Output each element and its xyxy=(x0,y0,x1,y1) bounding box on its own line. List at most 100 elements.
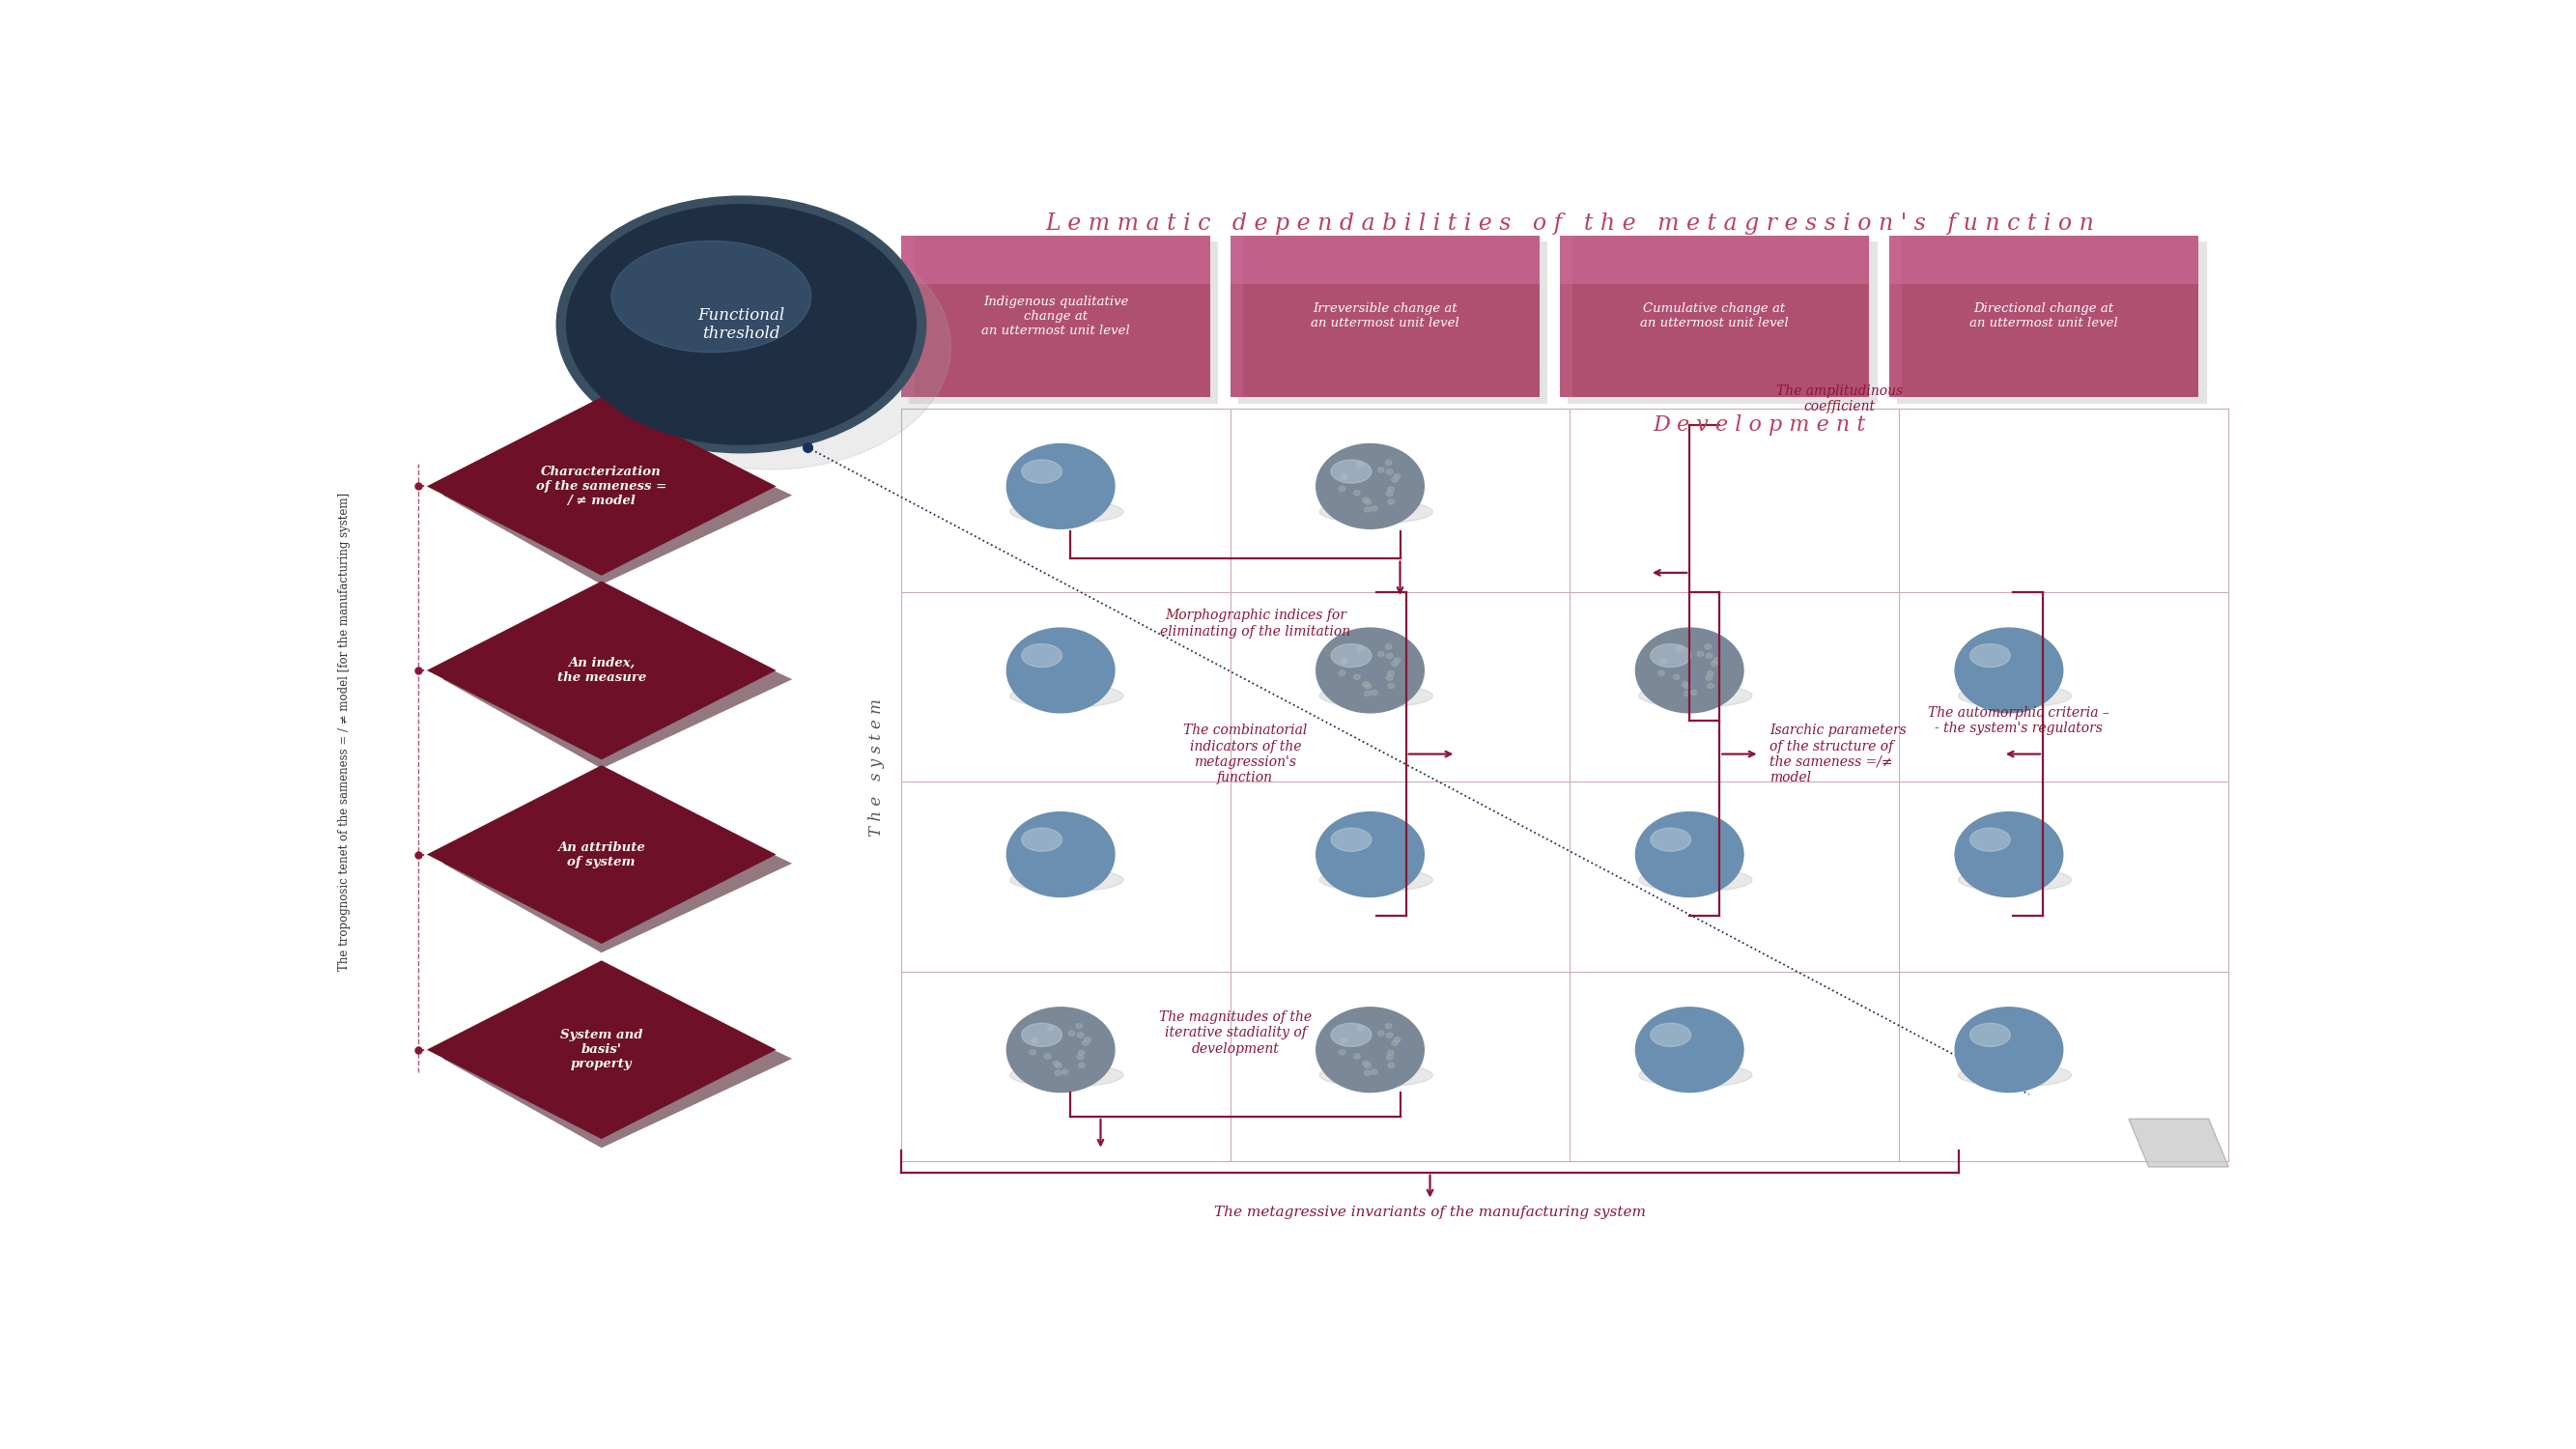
Ellipse shape xyxy=(1388,671,1394,677)
Text: The magnitudes of the
iterative stadiality of
development: The magnitudes of the iterative stadiali… xyxy=(1159,1010,1311,1055)
Ellipse shape xyxy=(1048,1026,1054,1030)
FancyBboxPatch shape xyxy=(1231,235,1540,284)
Text: Indigenous qualitative
change at
an uttermost unit level: Indigenous qualitative change at an utte… xyxy=(981,296,1131,338)
Ellipse shape xyxy=(1386,1055,1394,1059)
Ellipse shape xyxy=(1365,691,1370,696)
Ellipse shape xyxy=(1061,1069,1069,1075)
Ellipse shape xyxy=(1378,652,1383,656)
Ellipse shape xyxy=(1391,1040,1399,1046)
Ellipse shape xyxy=(1636,627,1744,713)
FancyBboxPatch shape xyxy=(1561,235,1870,397)
Ellipse shape xyxy=(1971,1023,2009,1046)
Ellipse shape xyxy=(1332,459,1370,483)
Ellipse shape xyxy=(1332,1023,1370,1046)
Ellipse shape xyxy=(1370,1069,1378,1075)
Text: The automorphic criteria –
- the system's regulators: The automorphic criteria – - the system'… xyxy=(1929,706,2110,735)
Ellipse shape xyxy=(1386,469,1394,474)
Ellipse shape xyxy=(1713,658,1721,662)
Text: An attribute
of system: An attribute of system xyxy=(556,840,647,868)
Ellipse shape xyxy=(1388,1062,1394,1068)
Ellipse shape xyxy=(1378,468,1383,472)
Ellipse shape xyxy=(1043,1053,1051,1059)
Ellipse shape xyxy=(1355,1053,1360,1059)
Ellipse shape xyxy=(1708,671,1713,677)
Ellipse shape xyxy=(1636,811,1744,897)
Ellipse shape xyxy=(1674,674,1680,680)
Ellipse shape xyxy=(1319,684,1432,707)
Ellipse shape xyxy=(1955,627,2063,713)
Ellipse shape xyxy=(1316,1007,1425,1093)
FancyBboxPatch shape xyxy=(909,242,1218,404)
Ellipse shape xyxy=(1391,661,1399,667)
Ellipse shape xyxy=(1319,868,1432,891)
Ellipse shape xyxy=(1069,1030,1074,1036)
FancyBboxPatch shape xyxy=(902,235,914,397)
Ellipse shape xyxy=(1659,671,1664,675)
Ellipse shape xyxy=(1386,459,1391,465)
Ellipse shape xyxy=(1010,500,1123,523)
Ellipse shape xyxy=(1636,1007,1744,1093)
FancyBboxPatch shape xyxy=(1561,235,1571,397)
Ellipse shape xyxy=(1023,643,1061,667)
Ellipse shape xyxy=(1388,500,1394,504)
Ellipse shape xyxy=(1370,690,1378,696)
Ellipse shape xyxy=(1079,1051,1084,1055)
Ellipse shape xyxy=(1955,811,2063,897)
Ellipse shape xyxy=(1365,500,1370,504)
Ellipse shape xyxy=(1365,1071,1370,1075)
Ellipse shape xyxy=(1358,462,1363,467)
Polygon shape xyxy=(443,590,793,768)
Ellipse shape xyxy=(1705,643,1710,649)
Ellipse shape xyxy=(1394,1037,1401,1042)
Ellipse shape xyxy=(1958,1064,2071,1087)
FancyBboxPatch shape xyxy=(1888,235,2200,284)
Text: Isarchic parameters
of the structure of
the sameness =/≠
model: Isarchic parameters of the structure of … xyxy=(1770,724,1906,784)
Ellipse shape xyxy=(1316,811,1425,897)
Ellipse shape xyxy=(1365,684,1370,688)
FancyBboxPatch shape xyxy=(1896,242,2208,404)
Ellipse shape xyxy=(1030,1037,1038,1043)
Ellipse shape xyxy=(1971,827,2009,852)
Ellipse shape xyxy=(1638,1064,1752,1087)
Ellipse shape xyxy=(1340,474,1347,480)
Ellipse shape xyxy=(1958,868,2071,891)
Ellipse shape xyxy=(1077,1055,1084,1059)
Ellipse shape xyxy=(1332,643,1370,667)
Ellipse shape xyxy=(1386,491,1394,496)
Ellipse shape xyxy=(1030,1049,1036,1055)
Ellipse shape xyxy=(1365,507,1370,511)
Ellipse shape xyxy=(1056,1071,1061,1075)
Ellipse shape xyxy=(1677,646,1682,651)
Ellipse shape xyxy=(1386,653,1394,658)
Ellipse shape xyxy=(1659,658,1667,664)
FancyBboxPatch shape xyxy=(1231,235,1540,397)
Ellipse shape xyxy=(1698,652,1703,656)
Ellipse shape xyxy=(1010,1064,1123,1087)
Ellipse shape xyxy=(1056,1064,1061,1068)
Polygon shape xyxy=(443,774,793,952)
Ellipse shape xyxy=(1363,1061,1368,1066)
Ellipse shape xyxy=(1710,661,1718,667)
Ellipse shape xyxy=(1958,684,2071,707)
Ellipse shape xyxy=(1340,487,1345,491)
Text: The tropognosic tenet of the sameness = / ≠ model [for the manufacturing system]: The tropognosic tenet of the sameness = … xyxy=(337,493,350,971)
Ellipse shape xyxy=(1340,1049,1345,1055)
Ellipse shape xyxy=(1386,1033,1394,1037)
Text: Morphographic indices for
eliminating of the limitation: Morphographic indices for eliminating of… xyxy=(1159,609,1350,638)
Text: L e m m a t i c   d e p e n d a b i l i t i e s   o f   t h e   m e t a g r e s : L e m m a t i c d e p e n d a b i l i t … xyxy=(1046,213,2094,235)
Ellipse shape xyxy=(1388,487,1394,493)
Ellipse shape xyxy=(1708,684,1713,688)
Ellipse shape xyxy=(1023,827,1061,852)
Ellipse shape xyxy=(1394,474,1401,478)
FancyBboxPatch shape xyxy=(1561,235,1870,284)
Text: The amplitudinous
coefficient: The amplitudinous coefficient xyxy=(1775,384,1904,414)
Ellipse shape xyxy=(1355,490,1360,496)
FancyBboxPatch shape xyxy=(1888,235,1901,397)
Ellipse shape xyxy=(1340,658,1347,664)
Text: Characterization
of the sameness =
/ ≠ model: Characterization of the sameness = / ≠ m… xyxy=(536,465,667,507)
Ellipse shape xyxy=(1365,1064,1370,1068)
Text: Functional
threshold: Functional threshold xyxy=(698,307,786,342)
Ellipse shape xyxy=(1319,1064,1432,1087)
Ellipse shape xyxy=(1316,627,1425,713)
Ellipse shape xyxy=(1007,627,1115,713)
